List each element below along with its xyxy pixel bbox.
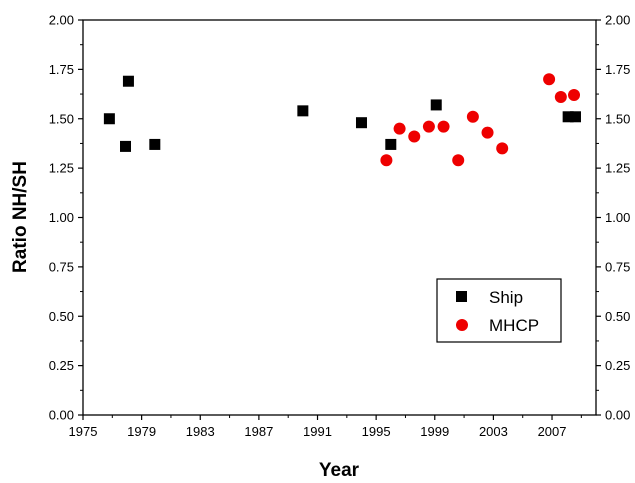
legend-label-mhcp: MHCP	[489, 316, 539, 335]
x-tick-label: 1983	[186, 424, 215, 439]
y-tick-label-right: 0.00	[605, 408, 630, 423]
data-point-mhcp	[554, 91, 567, 104]
x-tick-label: 1991	[303, 424, 332, 439]
data-point-ship	[103, 113, 115, 125]
data-point-mhcp	[496, 142, 509, 155]
data-point-mhcp	[408, 130, 421, 143]
data-point-mhcp	[466, 110, 479, 123]
y-tick-label-right: 1.75	[605, 62, 630, 77]
data-point-mhcp	[452, 154, 465, 167]
data-point-ship	[149, 138, 161, 150]
legend-box	[436, 278, 562, 343]
legend-label-ship: Ship	[489, 288, 523, 307]
x-tick-label: 1979	[127, 424, 156, 439]
x-tick-label: 1995	[362, 424, 391, 439]
x-tick-label: 2007	[538, 424, 567, 439]
data-point-ship	[562, 111, 574, 123]
y-tick-label-left: 1.00	[49, 210, 74, 225]
x-axis-title: Year	[319, 460, 360, 481]
data-point-mhcp	[422, 120, 435, 133]
x-tick-label: 1987	[244, 424, 273, 439]
x-tick-label: 2003	[479, 424, 508, 439]
data-point-mhcp	[481, 126, 494, 139]
data-point-ship	[385, 138, 397, 150]
data-point-mhcp	[568, 89, 581, 102]
data-point-ship	[569, 111, 581, 123]
y-tick-label-left: 1.50	[49, 111, 74, 126]
y-tick-label-left: 0.75	[49, 259, 74, 274]
y-tick-label-right: 1.50	[605, 111, 630, 126]
legend-marker-mhcp	[456, 319, 468, 331]
y-tick-label-right: 1.00	[605, 210, 630, 225]
data-point-ship	[297, 105, 309, 117]
y-axis-title: Ratio NH/SH	[10, 161, 31, 273]
x-axis-ticks: 1975 1979 1983 1987 1991 1995 1999 2003 2007	[69, 415, 582, 439]
data-point-ship	[120, 140, 132, 152]
x-tick-label: 1999	[420, 424, 449, 439]
plot-area	[82, 19, 597, 416]
legend-marker-ship	[456, 291, 467, 302]
y-tick-label-left: 1.75	[49, 62, 74, 77]
data-point-mhcp	[543, 73, 556, 86]
y-tick-label-right: 2.00	[605, 13, 630, 28]
data-point-mhcp	[380, 154, 393, 167]
y-tick-label-left: 0.00	[49, 408, 74, 423]
y-tick-label-left: 2.00	[49, 13, 74, 28]
data-point-mhcp	[437, 120, 450, 133]
y-tick-label-right: 0.75	[605, 259, 630, 274]
y-tick-label-right: 0.25	[605, 358, 630, 373]
legend: Ship MHCP	[436, 278, 562, 343]
y-tick-label-right: 0.50	[605, 309, 630, 324]
y-tick-label-left: 0.25	[49, 358, 74, 373]
data-points	[103, 73, 581, 167]
y-tick-label-right: 1.25	[605, 161, 630, 176]
data-point-ship	[430, 99, 442, 111]
y-tick-label-left: 1.25	[49, 161, 74, 176]
x-tick-label: 1975	[69, 424, 98, 439]
data-point-mhcp	[393, 122, 406, 135]
data-point-ship	[355, 117, 367, 129]
y-tick-label-left: 0.50	[49, 309, 74, 324]
y-axis-ticks: 0.00 0.00 0.25 0.25 0.50 0.50 0.75 0.75 1.00 1.00…	[49, 13, 631, 423]
data-point-ship	[122, 75, 134, 87]
